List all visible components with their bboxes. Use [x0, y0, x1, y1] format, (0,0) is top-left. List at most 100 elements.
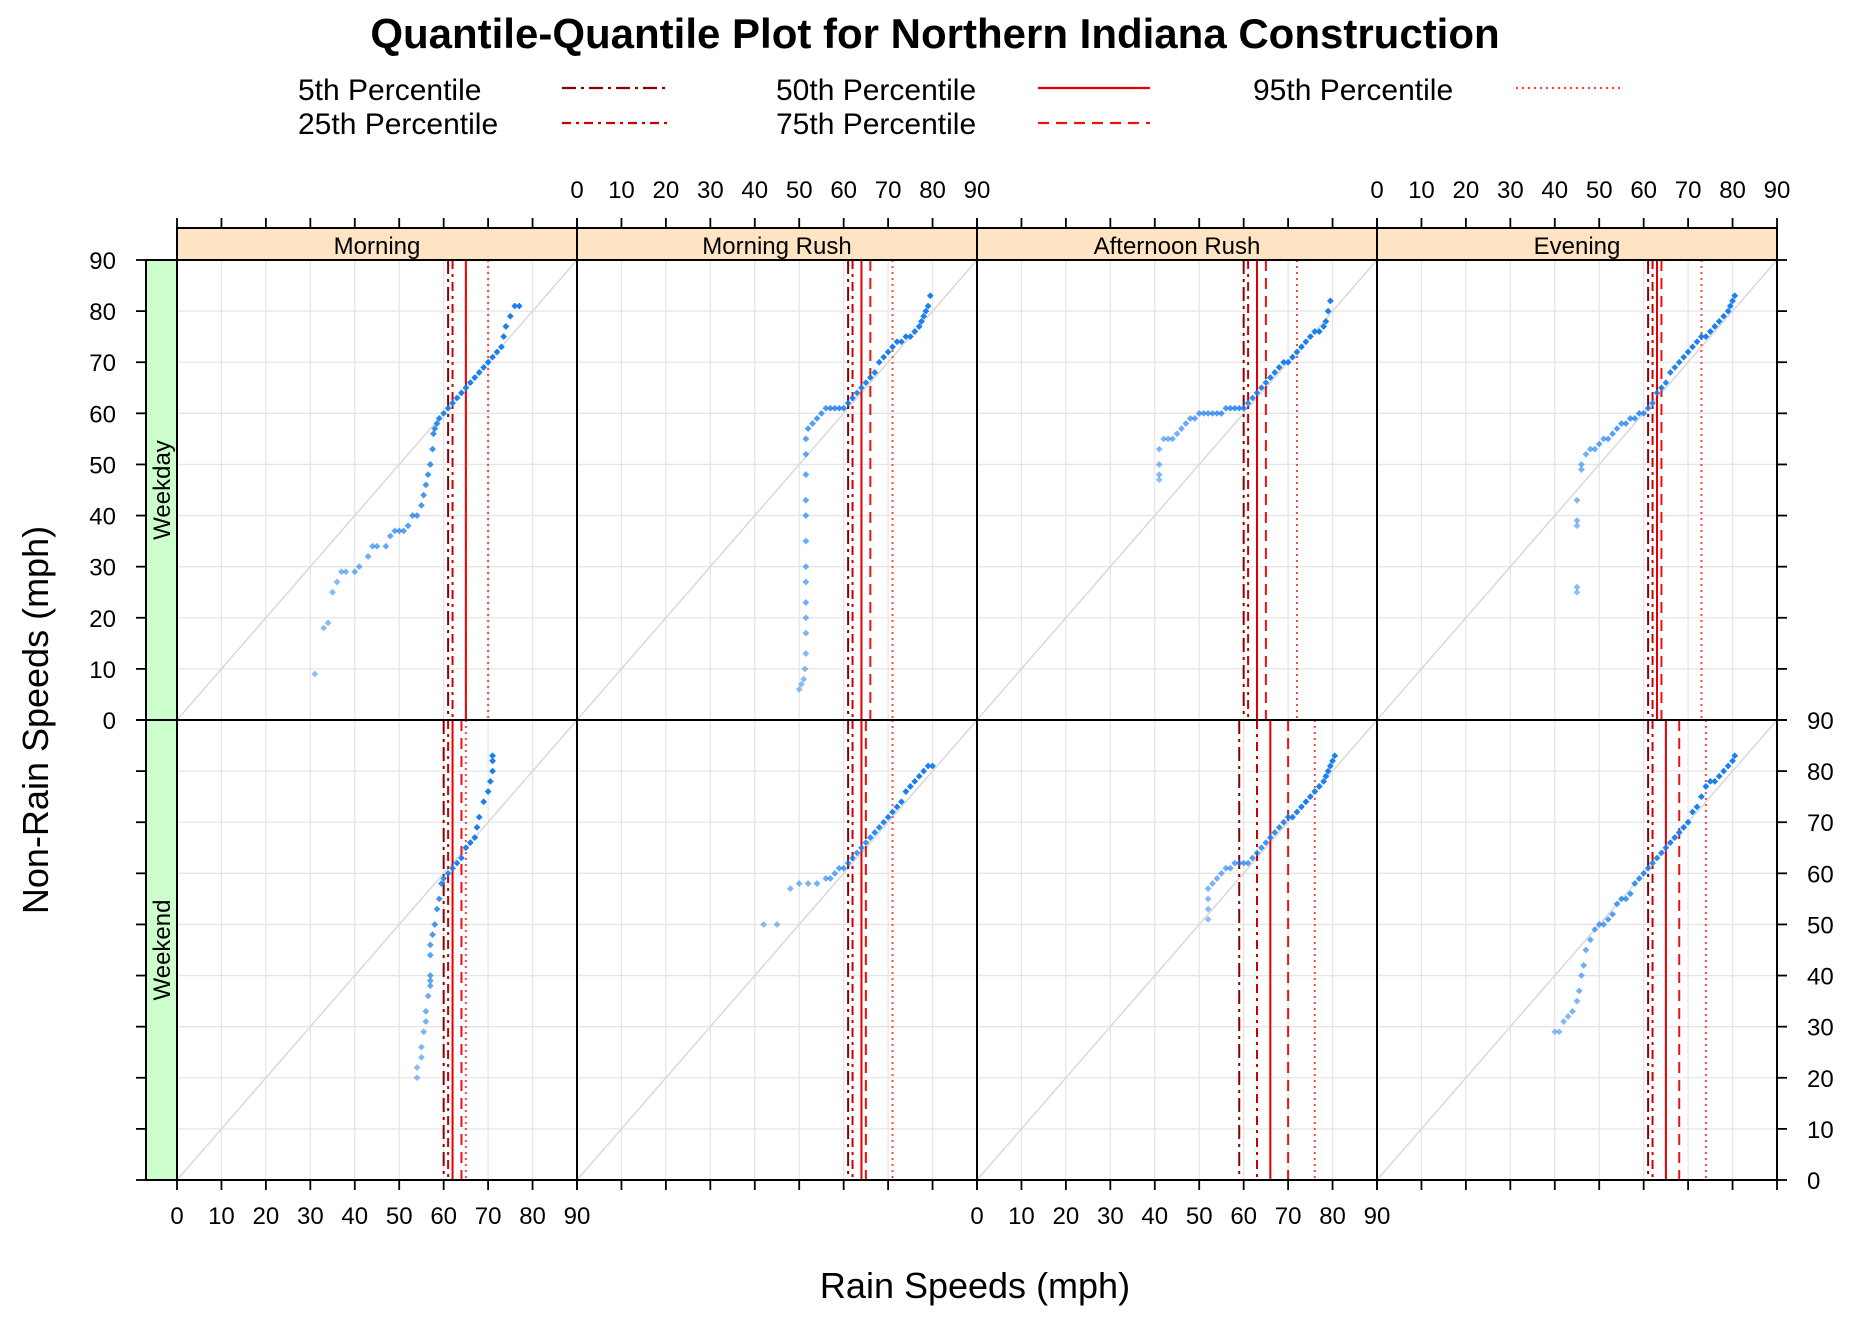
data-point: [426, 461, 434, 468]
data-point: [1644, 404, 1652, 412]
x-tick-label-top: 40: [741, 177, 768, 204]
data-point: [391, 527, 399, 535]
data-point: [1644, 864, 1652, 872]
data-point: [1618, 420, 1625, 427]
data-point: [489, 752, 496, 760]
data-point: [311, 670, 319, 678]
data-point: [420, 491, 428, 499]
y-tick-label-right: 40: [1807, 964, 1834, 991]
data-point: [413, 1074, 421, 1082]
panel-weekend-morning-rush: [576, 719, 978, 1181]
data-point: [1591, 445, 1599, 453]
data-point: [1649, 399, 1656, 407]
data-point: [422, 481, 430, 489]
x-tick-label: 20: [253, 1203, 280, 1230]
x-tick-label-top: 90: [1764, 177, 1791, 204]
x-tick-label-top: 90: [964, 177, 991, 204]
data-point: [1684, 818, 1692, 826]
y-axis-label: Non-Rain Speeds (mph): [15, 526, 56, 914]
data-point: [1253, 849, 1261, 857]
strip-morning-label: Morning: [334, 233, 421, 260]
data-point: [1266, 374, 1274, 381]
x-tick-label-top: 60: [830, 177, 857, 204]
strip-weekend-label: Weekend: [149, 900, 176, 1001]
data-point: [1298, 803, 1305, 811]
data-point: [1706, 328, 1714, 335]
strip-weekday: [145, 259, 178, 721]
data-point: [320, 624, 328, 632]
data-point: [804, 425, 812, 433]
data-point: [1182, 420, 1190, 427]
panel-weekday-morning: [176, 259, 578, 721]
data-point: [1164, 435, 1172, 443]
data-point: [511, 302, 519, 310]
x-tick-label: 10: [1008, 1203, 1035, 1230]
data-point: [1326, 762, 1334, 770]
data-point: [444, 869, 452, 877]
data-point: [1258, 384, 1265, 392]
x-tick-label-top: 0: [570, 177, 583, 204]
y-tick-label-right: 70: [1807, 810, 1834, 837]
data-point: [424, 992, 432, 1000]
y-tick-label: 30: [89, 555, 116, 582]
data-point: [1204, 895, 1212, 903]
data-point: [382, 542, 390, 550]
data-point: [386, 532, 394, 540]
data-point: [1618, 895, 1625, 903]
strip-afternoon-rush-label: Afternoon Rush: [1094, 233, 1261, 260]
data-point: [471, 374, 479, 381]
strip-weekend: [145, 719, 178, 1181]
data-point: [489, 757, 496, 765]
data-point: [1249, 854, 1256, 862]
data-point: [1306, 333, 1314, 341]
data-point: [1662, 379, 1670, 387]
x-tick-label-top: 60: [1630, 177, 1657, 204]
data-point: [906, 333, 914, 341]
data-point: [1573, 496, 1581, 504]
reference-line: [176, 259, 578, 721]
strip-evening-label: Evening: [1534, 233, 1621, 260]
data-point: [1609, 430, 1616, 438]
data-point: [924, 302, 932, 310]
data-point: [1626, 415, 1634, 422]
data-point: [1191, 415, 1199, 422]
x-tick-label-top: 30: [697, 177, 724, 204]
y-tick-label: 0: [103, 708, 116, 735]
data-point: [926, 292, 934, 300]
data-point: [1293, 808, 1301, 816]
y-tick-label-right: 80: [1807, 759, 1834, 786]
data-point: [473, 823, 481, 831]
x-tick-label: 30: [297, 1203, 324, 1230]
data-point: [435, 895, 443, 903]
data-point: [1186, 415, 1194, 422]
data-point: [1689, 343, 1696, 351]
data-point: [458, 854, 465, 862]
data-point: [1698, 333, 1705, 341]
data-point: [1726, 302, 1734, 310]
data-point: [1573, 588, 1581, 596]
data-point: [884, 348, 892, 356]
data-point: [1666, 839, 1674, 847]
data-point: [1702, 783, 1710, 790]
data-point: [1711, 323, 1719, 330]
data-point: [324, 619, 332, 627]
data-point: [1653, 389, 1661, 397]
chart-title: Quantile-Quantile Plot for Northern Indi…: [370, 10, 1499, 57]
x-tick-label: 0: [170, 1203, 183, 1230]
reference-line: [576, 719, 978, 1181]
data-point: [1213, 409, 1221, 417]
data-point: [420, 1028, 428, 1036]
data-point: [1204, 885, 1212, 893]
x-tick-label-top: 40: [1541, 177, 1568, 204]
x-axis-label: Rain Speeds (mph): [820, 1265, 1130, 1306]
x-tick-label: 20: [1053, 1203, 1080, 1230]
y-tick-label-right: 0: [1807, 1168, 1820, 1195]
data-point: [1173, 430, 1181, 438]
data-point: [1582, 946, 1590, 954]
data-point: [426, 941, 434, 949]
data-point: [484, 788, 492, 795]
data-point: [1204, 409, 1212, 417]
data-point: [1724, 307, 1732, 315]
x-tick-label-top: 70: [1675, 177, 1702, 204]
x-tick-label: 10: [208, 1203, 235, 1230]
